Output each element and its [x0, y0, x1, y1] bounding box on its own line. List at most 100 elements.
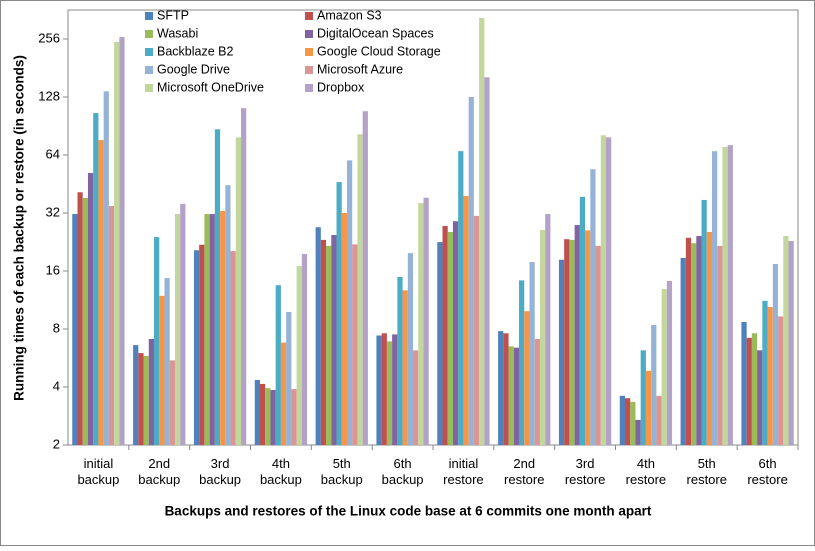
bar — [600, 135, 607, 445]
bar — [473, 215, 480, 445]
bar — [447, 231, 453, 445]
bar — [346, 160, 353, 445]
bar — [225, 185, 231, 445]
bar — [77, 192, 83, 445]
y-tick-label: 4 — [53, 378, 60, 393]
legend-swatch — [145, 30, 153, 38]
bar — [259, 383, 266, 445]
bar — [741, 321, 747, 445]
bar — [301, 254, 308, 445]
bar — [645, 370, 652, 445]
bar — [423, 197, 429, 445]
bar — [291, 389, 297, 445]
x-axis-title: Backups and restores of the Linux code b… — [165, 504, 652, 519]
y-axis-title: Running times of each backup or restore … — [12, 55, 27, 401]
bar — [757, 350, 763, 445]
bar — [357, 134, 363, 445]
bar — [458, 151, 464, 446]
bar — [624, 398, 631, 445]
bar — [98, 140, 104, 445]
bar — [331, 235, 337, 445]
bar — [722, 146, 728, 445]
bar — [82, 197, 88, 445]
bar — [230, 251, 236, 445]
bar — [407, 253, 414, 445]
legend-swatch — [145, 12, 153, 20]
bar — [524, 311, 530, 445]
bar — [539, 230, 546, 445]
bar — [519, 280, 525, 445]
bar — [666, 280, 673, 445]
bar — [767, 307, 773, 445]
bar — [103, 91, 109, 445]
bar — [336, 182, 342, 446]
bar — [585, 230, 591, 445]
bar — [193, 250, 200, 445]
bar — [783, 236, 789, 445]
bar — [87, 173, 94, 445]
bar — [534, 338, 540, 445]
bar — [619, 395, 625, 445]
bar — [341, 212, 347, 445]
bar — [630, 401, 636, 445]
bar — [270, 389, 276, 445]
bar — [711, 151, 718, 446]
legend-swatch — [305, 12, 313, 20]
bar — [691, 243, 697, 445]
bar — [362, 111, 368, 446]
bar — [397, 276, 403, 445]
bar — [590, 169, 596, 445]
bar — [138, 353, 144, 445]
legend-label: Backblaze B2 — [157, 44, 233, 58]
legend-label: Google Cloud Storage — [317, 44, 441, 58]
bar — [381, 333, 387, 445]
bar — [169, 360, 175, 445]
x-tick-label: 2nd backup — [138, 456, 180, 487]
bar — [746, 337, 752, 445]
bar — [296, 265, 302, 445]
bar — [778, 316, 784, 445]
bar — [545, 214, 551, 445]
bar — [320, 239, 327, 445]
bar — [402, 290, 408, 445]
bar — [685, 237, 692, 445]
bar — [513, 347, 520, 445]
bar — [788, 240, 794, 445]
bar — [503, 333, 509, 445]
bar — [635, 419, 641, 445]
bar — [72, 214, 78, 445]
bar — [442, 225, 448, 445]
bar — [154, 237, 160, 445]
y-tick-label: 16 — [46, 262, 60, 277]
legend-swatch — [145, 66, 153, 74]
legend-swatch — [305, 48, 313, 56]
legend-swatch — [145, 84, 153, 92]
bar — [174, 214, 181, 445]
bar — [235, 137, 242, 445]
bar — [386, 341, 393, 445]
bar — [452, 221, 459, 445]
legend-label: Microsoft OneDrive — [157, 80, 264, 94]
bar — [265, 388, 271, 445]
x-tick-label: initial restore — [443, 456, 483, 487]
bar — [706, 231, 712, 445]
bar — [696, 236, 702, 445]
bar — [468, 96, 474, 445]
bar — [508, 346, 514, 445]
legend-label: SFTP — [157, 8, 189, 22]
bar — [751, 333, 758, 445]
bar — [143, 355, 149, 445]
y-tick-label: 128 — [38, 88, 60, 103]
legend-label: Dropbox — [317, 80, 365, 94]
y-tick-label: 8 — [53, 320, 60, 335]
bar — [529, 262, 535, 445]
x-tick-label: 6th restore — [747, 456, 787, 487]
bar — [717, 245, 723, 445]
bar — [437, 242, 443, 445]
bar — [164, 278, 170, 445]
x-tick-label: 2nd restore — [504, 456, 544, 487]
bar — [392, 334, 398, 445]
y-tick-label: 32 — [46, 204, 60, 219]
bar — [220, 210, 226, 445]
